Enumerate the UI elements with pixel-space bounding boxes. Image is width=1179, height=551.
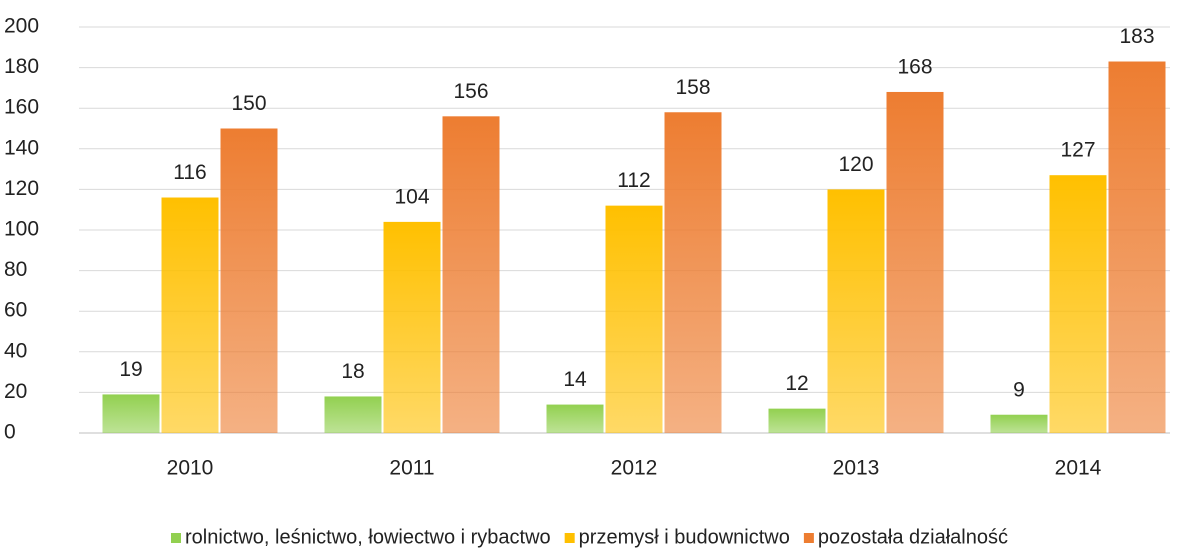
- data-label: 104: [394, 185, 429, 208]
- bar: [442, 116, 500, 433]
- bar: [102, 394, 160, 433]
- x-tick-label: 2012: [611, 457, 658, 480]
- data-label: 150: [231, 92, 266, 115]
- bar: [220, 128, 278, 433]
- y-tick-label: 40: [4, 339, 27, 362]
- data-label: 168: [897, 56, 932, 79]
- legend-swatch: [170, 533, 181, 543]
- data-label: 158: [675, 76, 710, 99]
- legend-label: pozostała działalność: [818, 526, 1008, 548]
- bar: [768, 408, 826, 433]
- y-tick-label: 20: [4, 380, 27, 403]
- x-tick-label: 2011: [389, 457, 434, 480]
- x-tick-label: 2013: [833, 457, 880, 480]
- data-label: 120: [838, 153, 873, 176]
- bar: [546, 404, 604, 433]
- bar: [886, 91, 944, 434]
- data-label: 9: [1013, 378, 1025, 401]
- y-tick-label: 60: [4, 299, 27, 322]
- x-tick-label: 2010: [167, 457, 214, 480]
- data-label: 112: [617, 169, 650, 192]
- bar: [605, 205, 663, 433]
- y-tick-label: 180: [4, 55, 39, 78]
- bar: [324, 396, 382, 433]
- legend-label: przemysł i budownictwo: [579, 526, 790, 548]
- data-label: 127: [1060, 139, 1095, 162]
- y-tick-label: 100: [4, 218, 39, 241]
- y-tick-label: 160: [4, 96, 39, 119]
- y-tick-label: 80: [4, 258, 27, 281]
- data-label: 18: [341, 360, 364, 383]
- y-tick-label: 0: [4, 421, 16, 444]
- data-label: 19: [119, 358, 142, 381]
- bar: [827, 189, 885, 433]
- data-label: 116: [173, 161, 206, 184]
- y-tick-label: 140: [4, 136, 39, 159]
- bar: [990, 414, 1048, 433]
- bar: [664, 112, 722, 433]
- bar: [383, 221, 441, 433]
- bar: [1108, 61, 1166, 433]
- data-label: 14: [563, 368, 587, 391]
- legend-label: rolnictwo, leśnictwo, łowiectwo i rybact…: [185, 526, 551, 548]
- bar: [161, 197, 219, 433]
- x-tick-label: 2014: [1055, 457, 1102, 480]
- y-tick-label: 200: [4, 15, 39, 38]
- bar: [1049, 175, 1107, 433]
- data-label: 156: [453, 80, 488, 103]
- data-label: 12: [785, 372, 808, 395]
- legend-swatch: [564, 533, 575, 543]
- y-tick-label: 120: [4, 177, 39, 200]
- data-label: 183: [1119, 25, 1154, 48]
- legend-swatch: [803, 533, 814, 543]
